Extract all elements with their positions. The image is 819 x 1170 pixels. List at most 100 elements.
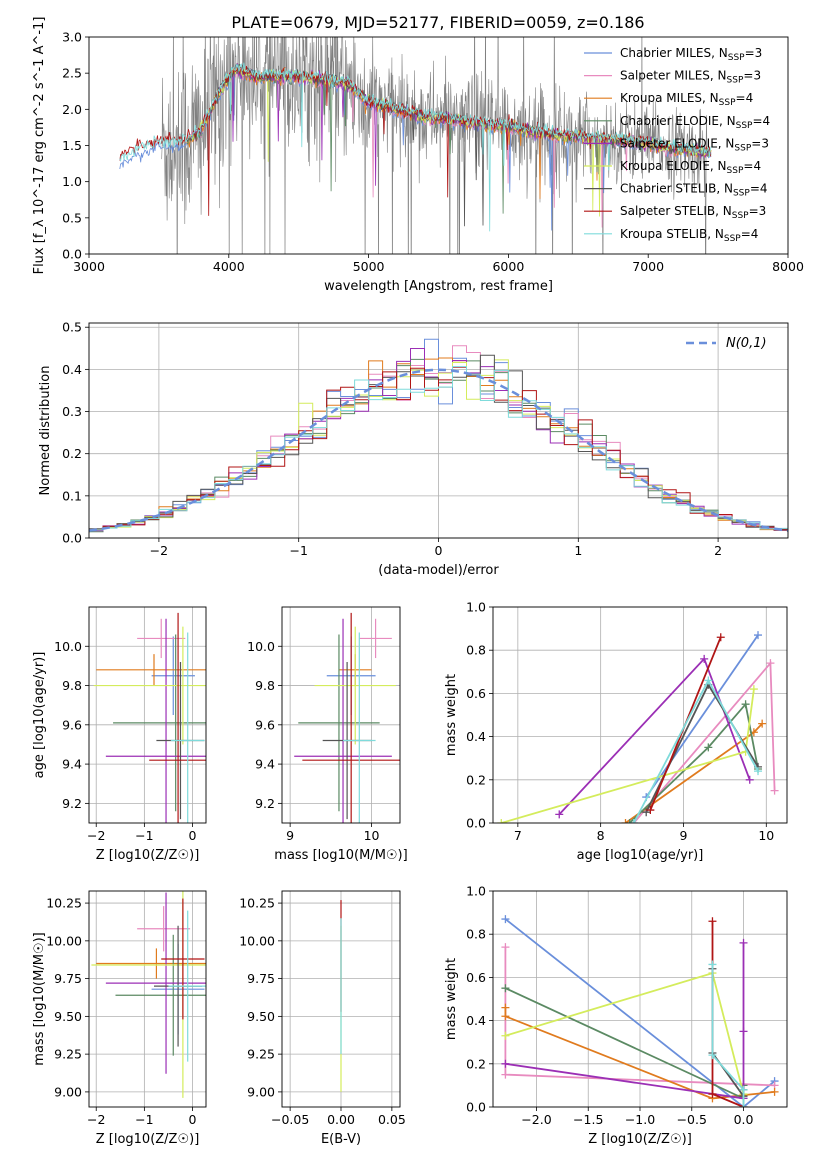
weight-marker-salpeter_miles <box>501 1070 510 1079</box>
tick-label-y: 0.8 <box>466 927 486 942</box>
tick-label-y: 10.25 <box>46 896 82 911</box>
weight-marker-salpeter_elodie <box>745 775 754 784</box>
tick-label-x: 0.0 <box>734 1112 754 1127</box>
weight-marker-kroupa_miles <box>621 819 630 823</box>
tick-label-x: 2 <box>714 543 722 558</box>
axis-label-y: age [log10(age/yr)] <box>32 652 47 779</box>
tick-label-y: 3.0 <box>62 30 82 45</box>
tick-label-y: 1.0 <box>466 600 486 615</box>
weight-marker-kroupa_miles <box>770 1087 779 1096</box>
chart-mass_vs_Z: −2 −1 0 9.00 9.25 9.50 9.75 10.00 10.25 Z [log10(… <box>32 890 207 1147</box>
tick-label-x: 0.05 <box>378 1112 406 1127</box>
weight-marker-kroupa_stelib <box>708 960 717 969</box>
weight-line-chabrier_miles <box>504 918 776 1107</box>
tick-label-y: 2.0 <box>62 102 82 117</box>
tick-label-y: 9.50 <box>247 1009 275 1024</box>
tick-label-x: 7000 <box>632 259 664 274</box>
tick-label-y: 0.2 <box>466 772 486 787</box>
tick-label-y: 0.2 <box>62 446 82 461</box>
tick-label-x: 0 <box>435 543 443 558</box>
legend-label-chabrier_stelib: Chabrier STELIB, NSSP=4 <box>620 182 768 199</box>
tick-label-y: 9.50 <box>54 1009 82 1024</box>
age_vs_mass-plot-area <box>294 612 400 823</box>
axis-label-x: mass [log10(M/M☉)] <box>274 848 407 863</box>
weight-marker-kroupa_elodie <box>497 819 506 823</box>
chart-age_vs_Z: −2 −1 0 9.2 9.4 9.6 9.8 10.0 Z [log10(Z/Z☉)] age … <box>32 606 207 863</box>
legend-label-chabrier_miles: Chabrier MILES, NSSP=3 <box>620 46 762 63</box>
tick-label-y: 9.2 <box>62 796 82 811</box>
legend-label-kroupa_elodie: Kroupa ELODIE, NSSP=4 <box>620 159 761 176</box>
tick-label-x: −2 <box>150 543 168 558</box>
tick-label-x: 4000 <box>213 259 245 274</box>
weight-marker-salpeter_stelib <box>708 1090 717 1099</box>
tick-label-x: 7 <box>514 828 522 843</box>
axes-frame <box>281 890 401 1108</box>
weight-marker-salpeter_miles <box>766 659 775 668</box>
axis-label-y: mass weight <box>444 674 459 756</box>
legend-label-kroupa_stelib: Kroupa STELIB, NSSP=4 <box>620 227 758 244</box>
axis-label-x: E(B-V) <box>321 1132 361 1147</box>
tick-label-y: 0.0 <box>62 247 82 262</box>
axes-frame <box>281 606 401 824</box>
tick-label-y: 0.5 <box>62 320 82 335</box>
weight-line-kroupa_elodie <box>505 971 745 1107</box>
weight-marker-kroupa_elodie <box>749 685 758 694</box>
legend-label-salpeter_miles: Salpeter MILES, NSSP=3 <box>620 69 761 86</box>
weight-marker-kroupa_miles <box>501 1003 510 1012</box>
tick-label-x: 10 <box>364 828 380 843</box>
tick-label-y: 9.6 <box>255 717 275 732</box>
tick-label-y: 9.8 <box>62 678 82 693</box>
weight-line-salpeter_elodie <box>505 942 745 1100</box>
tick-label-x: −1.0 <box>625 1112 655 1127</box>
weight-marker-chabrier_elodie <box>625 819 634 823</box>
weight-marker-salpeter_stelib <box>708 917 717 926</box>
tick-label-x: 1 <box>574 543 582 558</box>
tick-label-y: 9.4 <box>62 757 82 772</box>
residuals-legend: N(0,1) <box>686 336 767 351</box>
tick-label-y: 1.0 <box>62 174 82 189</box>
tick-label-y: 10.25 <box>239 896 275 911</box>
weight-marker-salpeter_elodie <box>700 654 709 663</box>
legend-label-chabrier_elodie: Chabrier ELODIE, NSSP=4 <box>620 114 770 131</box>
tick-label-x: −2.0 <box>521 1112 551 1127</box>
weight-marker-kroupa_stelib <box>739 1103 748 1107</box>
tick-label-x: 9 <box>286 828 294 843</box>
tick-label-x: −1 <box>135 1112 153 1127</box>
legend-label-normal: N(0,1) <box>726 336 767 351</box>
weight-marker-chabrier_elodie <box>741 700 750 709</box>
tick-label-x: 3000 <box>73 259 105 274</box>
weight-line-kroupa_stelib <box>711 964 745 1107</box>
weight-marker-salpeter_miles <box>501 943 510 952</box>
tick-label-y: 0.3 <box>62 404 82 419</box>
tick-label-x: 6000 <box>492 259 524 274</box>
tick-label-y: 10.00 <box>46 933 82 948</box>
axes-frame <box>492 890 788 1108</box>
tick-label-y: 9.75 <box>54 971 82 986</box>
tick-label-y: 0.0 <box>62 531 82 546</box>
axis-label-y: Flux [f_λ 10^-17 erg cm^-2 s^-1 A^-1] <box>32 17 47 275</box>
tick-label-y: 10.00 <box>239 933 275 948</box>
weight-marker-kroupa_stelib <box>739 1085 748 1094</box>
weight-marker-kroupa_stelib <box>708 1051 717 1060</box>
weight-marker-salpeter_stelib <box>716 633 725 642</box>
tick-label-y: 9.2 <box>255 796 275 811</box>
chart-weight_vs_age: 7 8 9 10 0.0 0.2 0.4 0.6 0.8 1.0 age [log10(age/yr… <box>444 600 788 863</box>
axis-label-y: mass [log10(M/M☉)] <box>32 932 47 1065</box>
tick-label-y: 9.6 <box>62 717 82 732</box>
weight-line-chabrier_elodie <box>628 702 759 823</box>
residuals-plot-area <box>89 338 788 534</box>
figure-title: PLATE=0679, MJD=52177, FIBERID=0059, z=0… <box>231 13 644 32</box>
axis-label-x: (data-model)/error <box>378 563 499 578</box>
axes-frame <box>88 322 789 539</box>
tick-label-y: 9.4 <box>255 757 275 772</box>
chart-mass_vs_ebv: −0.05 0.00 0.05 9.00 9.25 9.50 9.75 10.00 10.25 E… <box>239 890 406 1147</box>
weight-line-chabrier_miles <box>645 634 759 798</box>
tick-label-y: 10.0 <box>247 639 275 654</box>
tick-label-y: 0.2 <box>466 1056 486 1071</box>
axis-label-x: Z [log10(Z/Z☉)] <box>96 1132 200 1147</box>
tick-label-y: 1.5 <box>62 138 82 153</box>
tick-label-y: 9.75 <box>247 971 275 986</box>
tick-label-y: 0.6 <box>466 970 486 985</box>
tick-label-x: 10 <box>758 828 774 843</box>
